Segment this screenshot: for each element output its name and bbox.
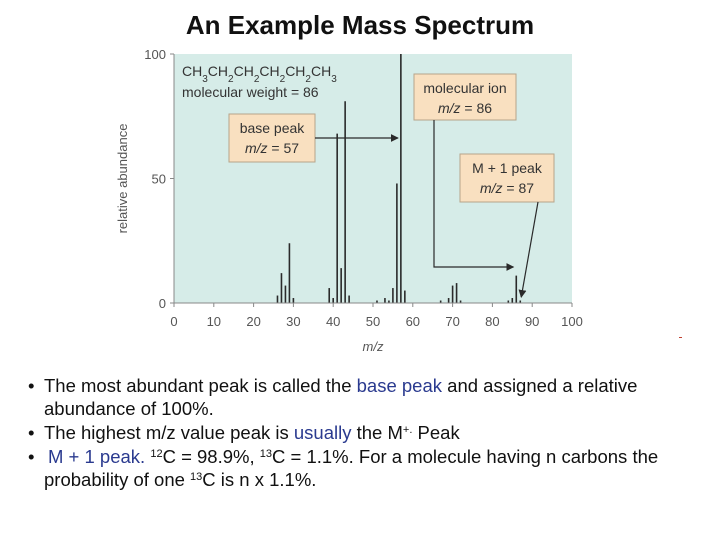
y-tick-label: 50 [152, 172, 166, 187]
x-tick-label: 60 [406, 314, 420, 329]
highlight-text: usually [294, 422, 352, 443]
bullet-dot: • [28, 445, 34, 468]
annotation-value: m/z = 86 [438, 100, 492, 116]
x-tick-label: 0 [170, 314, 177, 329]
y-tick-label: 0 [159, 296, 166, 311]
x-tick-label: 90 [525, 314, 539, 329]
slide-title: An Example Mass Spectrum [0, 10, 720, 41]
bullet-dot: • [28, 374, 34, 397]
highlight-text: M + 1 peak. [48, 446, 145, 467]
x-tick-label: 20 [246, 314, 260, 329]
x-tick-label: 40 [326, 314, 340, 329]
annotation-label: base peak [240, 120, 306, 136]
annotation-value: m/z = 87 [480, 180, 534, 196]
bullet-item: • M + 1 peak. 12C = 98.9%, 13C = 1.1%. F… [28, 445, 688, 491]
molecular-weight-text: molecular weight = 86 [182, 84, 319, 100]
stray-mark [679, 337, 682, 338]
x-tick-label: 100 [561, 314, 583, 329]
mass-spectrum-chart: 0 10 20 30 40 50 60 70 80 90 100 0 50 100 m/z relative … [110, 42, 600, 358]
highlight-text: base peak [357, 375, 442, 396]
x-tick-label: 50 [366, 314, 380, 329]
x-axis-label: m/z [363, 339, 384, 354]
bullet-item: • The most abundant peak is called the b… [28, 374, 688, 420]
x-tick-label: 10 [207, 314, 221, 329]
annotation-value: m/z = 57 [245, 140, 299, 156]
bullet-list: • The most abundant peak is called the b… [28, 374, 688, 492]
bullet-dot: • [28, 421, 34, 444]
y-tick-label: 100 [144, 47, 166, 62]
bullet-item: • The highest m/z value peak is usually … [28, 421, 688, 444]
x-tick-label: 80 [485, 314, 499, 329]
x-tick-label: 30 [286, 314, 300, 329]
x-tick-label: 70 [445, 314, 459, 329]
y-axis-label: relative abundance [115, 124, 130, 234]
annotation-label: M + 1 peak [472, 160, 543, 176]
chart-svg: 0 10 20 30 40 50 60 70 80 90 100 0 50 100 m/z relative … [110, 42, 600, 358]
annotation-label: molecular ion [423, 80, 506, 96]
